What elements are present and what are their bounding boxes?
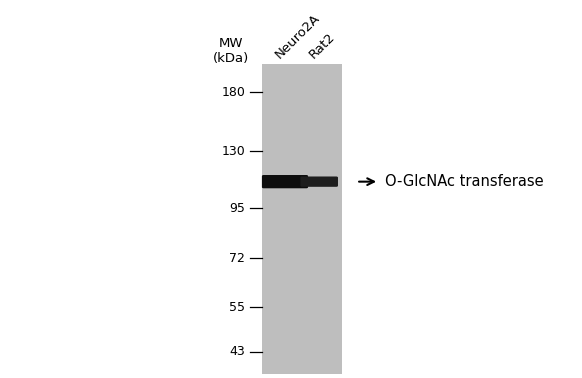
Text: 43: 43 <box>229 345 245 358</box>
Text: (kDa): (kDa) <box>212 52 249 65</box>
Text: 130: 130 <box>221 145 245 158</box>
Text: 95: 95 <box>229 202 245 215</box>
FancyBboxPatch shape <box>262 175 308 188</box>
Text: 55: 55 <box>229 301 245 314</box>
Text: Rat2: Rat2 <box>307 30 338 61</box>
Text: O-GlcNAc transferase: O-GlcNAc transferase <box>385 174 544 189</box>
Text: 180: 180 <box>221 86 245 99</box>
FancyBboxPatch shape <box>300 177 338 187</box>
Text: 72: 72 <box>229 252 245 265</box>
Text: Neuro2A: Neuro2A <box>273 11 323 61</box>
Text: MW: MW <box>219 37 243 50</box>
Bar <box>262 64 342 374</box>
